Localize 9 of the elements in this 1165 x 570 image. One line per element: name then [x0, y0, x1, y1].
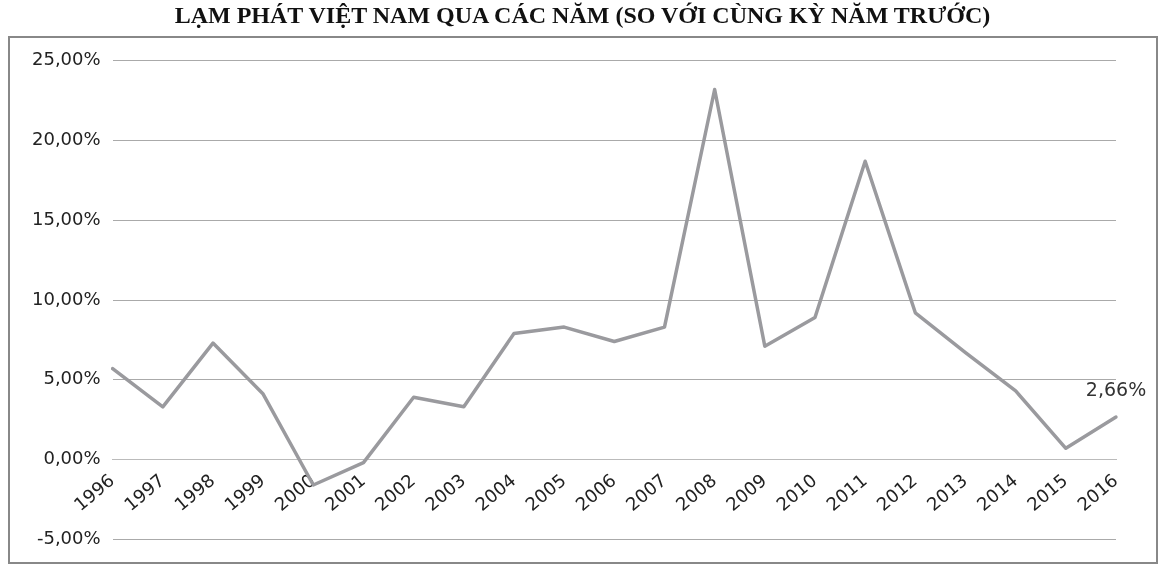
y-tick-label: -5,00% [36, 526, 101, 548]
chart-title: LẠM PHÁT VIỆT NAM QUA CÁC NĂM (SO VỚI CÙNG KỲ NĂM TRƯỚC) [173, 2, 992, 29]
y-tick-label: 10,00% [31, 287, 101, 309]
data-label: 2,66% [1085, 378, 1147, 401]
y-tick-label: 5,00% [43, 367, 101, 389]
y-tick-label: 25,00% [31, 48, 101, 70]
y-tick-label: 15,00% [31, 207, 101, 229]
y-tick-label: 20,00% [31, 128, 101, 150]
y-tick-label: 0,00% [43, 447, 101, 469]
